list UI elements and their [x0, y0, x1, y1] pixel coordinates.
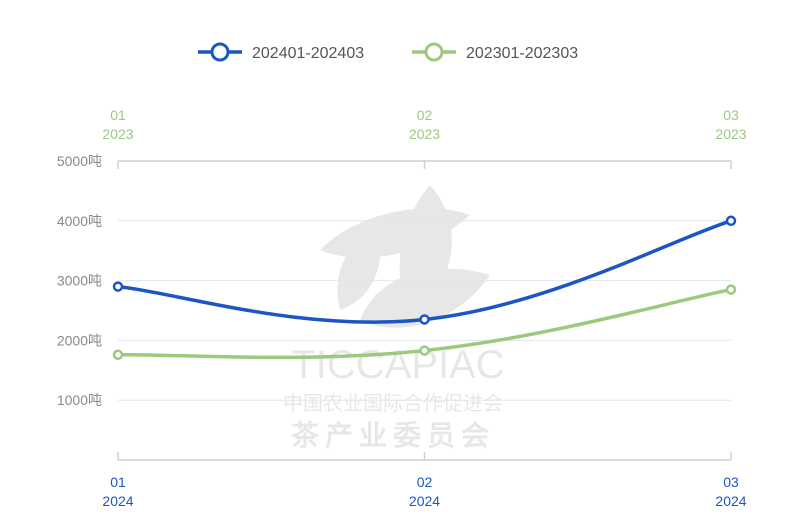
x-top-month-label: 02 [417, 107, 433, 123]
legend-label: 202401-202403 [252, 45, 364, 62]
legend-marker [424, 42, 444, 62]
data-point [725, 215, 737, 227]
y-tick-label: 1000吨 [57, 392, 102, 408]
x-bottom-year-label: 2024 [409, 493, 440, 509]
x-top-year-label: 2023 [715, 126, 746, 142]
data-point [112, 349, 124, 361]
data-point [112, 281, 124, 292]
y-tick-label: 5000吨 [57, 153, 102, 169]
svg-text:TICCAPIAC: TICCAPIAC [291, 343, 504, 387]
x-bottom-month-label: 01 [110, 474, 126, 490]
x-bottom-month-label: 02 [417, 474, 433, 490]
x-bottom-month-label: 03 [723, 474, 739, 490]
y-tick-label: 2000吨 [57, 332, 102, 348]
x-top-month-label: 03 [723, 107, 739, 123]
x-top-month-label: 01 [110, 107, 126, 123]
x-bottom-year-label: 2024 [715, 493, 746, 509]
y-tick-label: 4000吨 [57, 213, 102, 229]
data-point [419, 314, 430, 325]
data-point [725, 284, 737, 295]
legend-marker [210, 42, 230, 62]
x-bottom-year-label: 2024 [102, 493, 133, 509]
svg-text:中国农业国际合作促进会: 中国农业国际合作促进会 [283, 392, 503, 415]
x-top-year-label: 2023 [102, 126, 133, 142]
y-tick-label: 3000吨 [57, 273, 102, 289]
x-top-year-label: 2023 [409, 126, 440, 142]
legend-label: 202301-202303 [466, 45, 578, 62]
data-point [419, 345, 430, 356]
svg-text:茶产业委员会: 茶产业委员会 [291, 420, 495, 451]
